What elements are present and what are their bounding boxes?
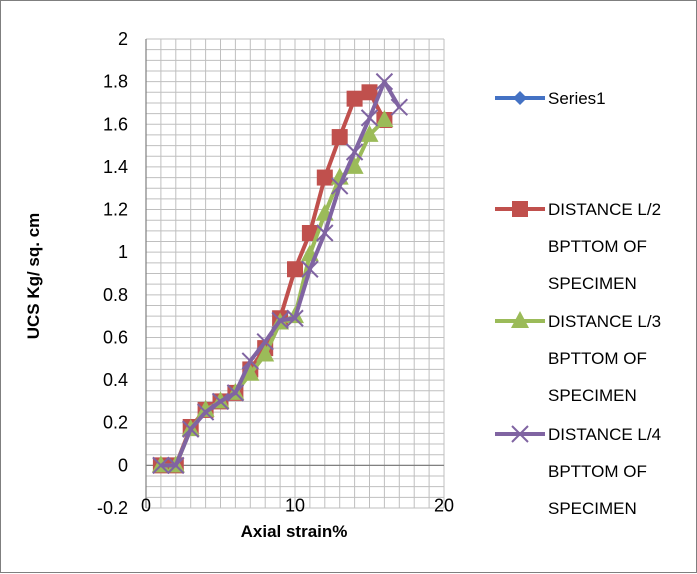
legend-label: BPTTOM OF: [548, 462, 647, 481]
legend-label: BPTTOM OF: [548, 237, 647, 256]
legend-label: SPECIMEN: [548, 499, 637, 518]
tick-labels: -0.200.20.40.60.811.21.41.61.820 10 20: [97, 29, 454, 518]
legend-entry-4: DISTANCE L/4 BPTTOM OF SPECIMEN: [495, 425, 661, 518]
legend-label: BPTTOM OF: [548, 349, 647, 368]
y-tick-label: 0.4: [103, 370, 128, 390]
data-point: [226, 384, 245, 402]
legend-entry-1: Series1: [495, 89, 606, 108]
series-2: [152, 84, 393, 474]
y-axis-title: UCS Kg/ sq. cm: [24, 213, 43, 340]
data-point: [286, 309, 304, 327]
x-tick-label: 10: [285, 495, 305, 515]
y-tick-label: 0: [118, 455, 128, 475]
data-point: [390, 98, 409, 116]
data-point: [375, 72, 394, 91]
data-point: [241, 363, 260, 381]
y-tick-label: 1: [118, 242, 128, 262]
data-point: [375, 110, 394, 128]
data-point: [256, 333, 274, 351]
plot-series: [151, 72, 409, 475]
data-point: [256, 344, 275, 362]
data-point: [360, 109, 379, 127]
data-point: [316, 224, 334, 242]
y-tick-label: 0.2: [103, 413, 128, 433]
data-point: [211, 392, 230, 411]
data-point: [167, 456, 185, 475]
x-tick-label: 0: [141, 495, 151, 515]
legend-label: SPECIMEN: [548, 386, 637, 405]
axes: [145, 39, 444, 508]
y-tick-label: 0.6: [103, 327, 128, 347]
data-point: [331, 129, 348, 146]
y-tick-label: 1.6: [103, 114, 128, 134]
data-point: [361, 84, 378, 101]
data-point: [196, 403, 215, 421]
legend-marker: [512, 201, 528, 217]
legend-label: SPECIMEN: [548, 274, 637, 293]
data-point: [301, 224, 318, 241]
y-tick-label: 0.8: [103, 285, 128, 305]
legend-marker: [511, 311, 529, 328]
y-tick-label: 1.4: [103, 157, 128, 177]
data-point: [301, 260, 319, 278]
data-point: [241, 352, 260, 370]
legend-label: DISTANCE L/4: [548, 425, 661, 444]
legend-entry-2: DISTANCE L/2 BPTTOM OF SPECIMEN: [495, 200, 661, 293]
x-tick-label: 20: [434, 495, 454, 515]
data-point: [287, 261, 303, 278]
legend-entry-3: DISTANCE L/3 BPTTOM OF SPECIMEN: [495, 311, 661, 405]
series-4: [152, 72, 409, 475]
data-point: [345, 156, 364, 174]
y-tick-label: 2: [118, 29, 128, 49]
legend-marker: [511, 425, 529, 443]
legend-marker: [513, 91, 527, 105]
x-axis-title: Axial strain%: [241, 522, 348, 541]
legend-label: DISTANCE L/3: [548, 312, 661, 331]
data-point: [330, 177, 349, 195]
y-tick-label: -0.2: [97, 498, 128, 518]
legend-label: DISTANCE L/2: [548, 200, 661, 219]
data-point: [152, 456, 170, 475]
y-tick-label: 1.8: [103, 72, 128, 92]
gridlines: [145, 38, 445, 509]
y-tick-label: 1.2: [103, 200, 128, 220]
data-point: [181, 420, 200, 438]
data-point: [316, 169, 333, 186]
series-3: [151, 110, 394, 473]
data-point: [346, 90, 363, 107]
legend-label: Series1: [548, 89, 606, 108]
data-point: [360, 124, 379, 142]
data-point: [345, 143, 364, 161]
data-point: [271, 311, 289, 330]
data-point: [196, 399, 215, 417]
